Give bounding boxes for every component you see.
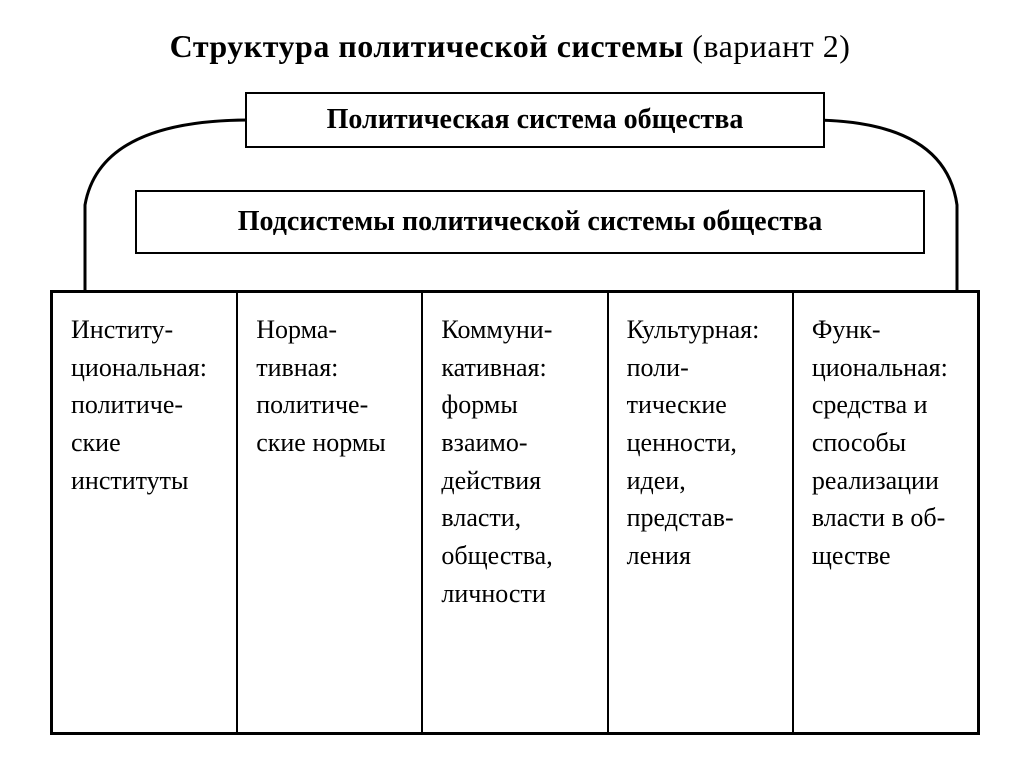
cell-communicative: Коммуни­кативная: формы взаимо­действия … [423, 293, 608, 732]
cell-functional: Функ­циональ­ная: сред­ства и способы ре… [794, 293, 977, 732]
title-variant: (вариант 2) [684, 28, 851, 64]
cell-cultural: Культур­ная: поли­тические ценности, иде… [609, 293, 794, 732]
diagram-canvas: Структура политической системы (вариант … [30, 10, 990, 750]
cell-institutional: Институ­циональ­ная: по­литиче­ские инст… [53, 293, 238, 732]
diagram-title: Структура политической системы (вариант … [30, 28, 990, 65]
title-main: Структура политической системы [170, 28, 684, 64]
sub-box: Подсистемы политической системы общества [135, 190, 925, 254]
top-box-label: Политическая система общества [327, 104, 744, 136]
sub-box-label: Подсистемы политической системы общества [238, 206, 822, 238]
cells-container: Институ­циональ­ная: по­литиче­ские инст… [50, 290, 980, 735]
top-box: Политическая система общества [245, 92, 825, 148]
cell-normative: Норма­тивная: политиче­ские нор­мы [238, 293, 423, 732]
